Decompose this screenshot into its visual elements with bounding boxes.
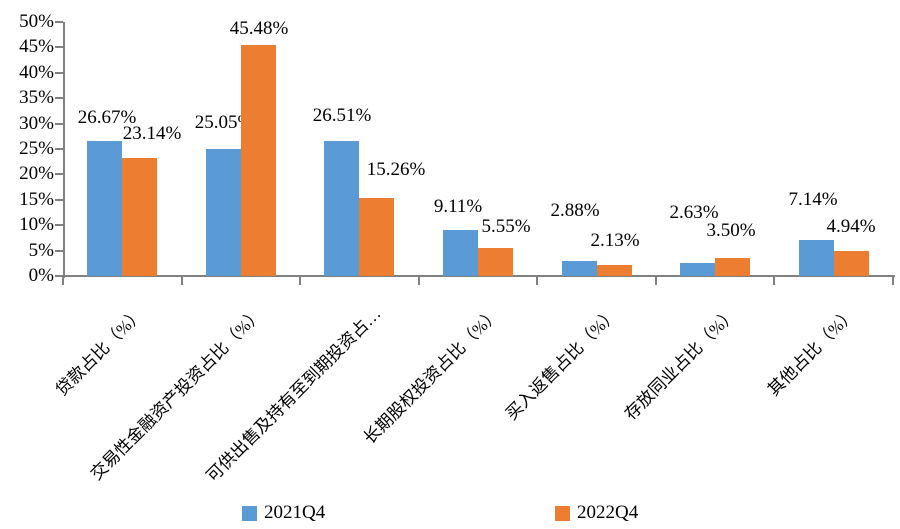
bar-value-label: 7.14%	[788, 189, 838, 210]
y-axis-tick	[55, 97, 63, 100]
x-axis-tick	[62, 277, 64, 285]
y-tick-label: 15%	[19, 188, 54, 210]
x-axis-line	[63, 275, 895, 277]
bar-value-label: 4.94%	[826, 216, 876, 237]
y-tick-label: 5%	[28, 239, 54, 261]
bar-value-label: 2.63%	[669, 202, 719, 223]
bar-2022q4	[122, 158, 158, 276]
bar-2022q4	[715, 258, 751, 276]
y-tick-label: 20%	[19, 163, 54, 185]
bar-value-label: 25.05%	[194, 112, 254, 133]
x-axis-tick	[654, 277, 657, 285]
y-axis-tick	[55, 275, 63, 277]
legend-item-2021q4: 2021Q4	[242, 503, 325, 523]
x-axis-tick	[536, 277, 539, 285]
bar-2022q4	[240, 44, 276, 276]
y-axis-tick	[55, 224, 63, 227]
bar-value-label: 2.88%	[550, 200, 600, 221]
bar-value-label: 23.14%	[122, 123, 182, 144]
x-axis-tick	[892, 277, 894, 285]
bar-2022q4	[833, 250, 869, 276]
legend-label: 2021Q4	[264, 502, 326, 523]
y-axis-tick	[55, 71, 63, 74]
x-axis-tick	[299, 277, 302, 285]
bar-value-label: 2.13%	[590, 230, 640, 251]
bar-2022q4	[359, 198, 395, 276]
x-axis-tick	[180, 277, 183, 285]
y-axis-tick	[55, 173, 63, 176]
x-axis-tick	[773, 277, 776, 285]
y-axis-tick	[55, 122, 63, 125]
category-label: 存放同业占比（%）	[620, 304, 741, 424]
legend-swatch-icon	[242, 505, 257, 521]
bar-value-label: 9.11%	[433, 196, 483, 217]
bar-value-label: 5.55%	[481, 216, 531, 237]
legend-swatch-icon	[555, 505, 570, 521]
bar-value-label: 15.26%	[366, 159, 426, 180]
y-tick-label: 30%	[19, 112, 54, 134]
y-tick-label: 25%	[19, 138, 54, 159]
category-label: 贷款占比（%）	[52, 304, 148, 400]
bar-value-label: 26.51%	[312, 105, 372, 126]
y-axis-tick	[55, 21, 63, 23]
bar-2021q4	[680, 262, 716, 276]
bar-2021q4	[205, 148, 241, 276]
y-tick-label: 35%	[19, 87, 54, 109]
bar-2021q4	[324, 141, 360, 276]
category-label: 买入返售占比（%）	[502, 304, 623, 424]
x-axis-tick	[417, 277, 420, 285]
category-label: 其他占比（%）	[763, 304, 860, 400]
bar-2022q4	[596, 265, 632, 276]
bar-2021q4	[443, 229, 478, 276]
y-tick-label: 45%	[19, 36, 54, 58]
bar-value-label: 26.67%	[77, 107, 137, 128]
bar-value-label: 45.48%	[229, 18, 289, 39]
bar-2021q4	[561, 261, 597, 276]
y-tick-label: 0%	[28, 265, 54, 286]
y-tick-label: 10%	[19, 214, 54, 236]
bar-2021q4	[87, 140, 123, 276]
y-axis-tick	[55, 198, 63, 201]
y-axis-line	[63, 22, 65, 278]
y-axis-tick	[55, 46, 63, 49]
y-axis-tick	[55, 148, 63, 150]
legend-item-2022q4: 2022Q4	[555, 503, 638, 523]
y-tick-label: 50%	[19, 11, 54, 32]
bar-2021q4	[798, 239, 834, 276]
category-label: 长期股权投资占比（%）	[359, 304, 504, 448]
y-tick-label: 40%	[19, 61, 54, 83]
bar-value-label: 3.50%	[706, 220, 756, 241]
y-axis-tick	[55, 249, 63, 252]
legend-label: 2022Q4	[577, 502, 639, 523]
bar-2022q4	[478, 247, 513, 276]
